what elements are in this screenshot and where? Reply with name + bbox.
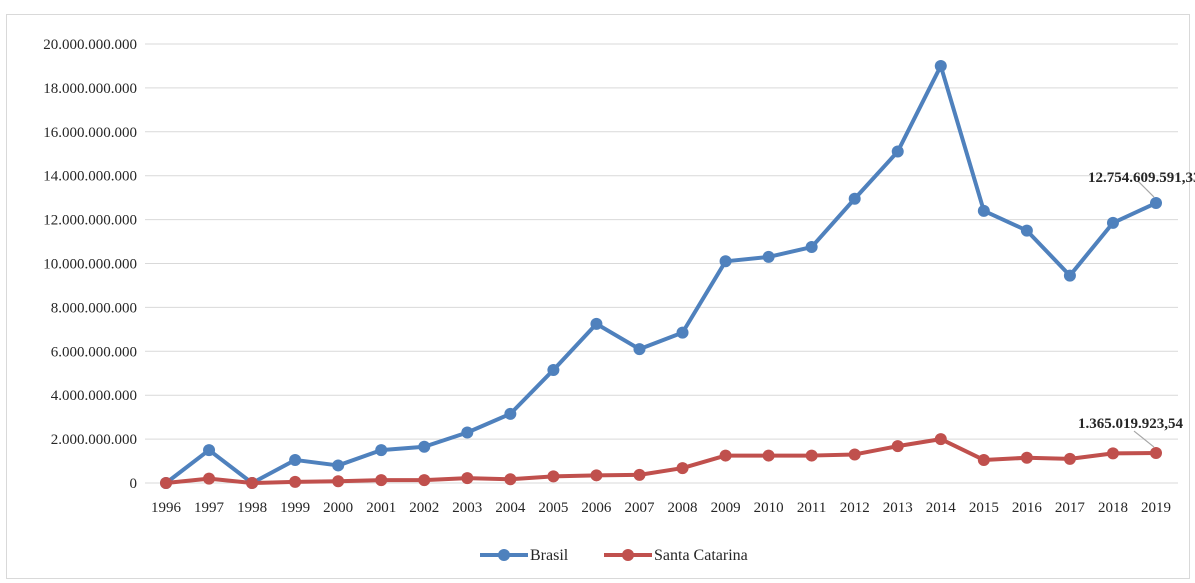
x-tick-label: 2019 <box>1141 500 1171 516</box>
y-tick-label: 0 <box>130 476 138 492</box>
x-tick-label: 2015 <box>969 500 999 516</box>
legend: Brasil Santa Catarina <box>480 547 748 564</box>
data-point <box>719 449 732 462</box>
y-tick-label: 20.000.000.000 <box>43 37 137 53</box>
x-axis-ticks: 1996 1997 1998 1999 2000 2001 2002 2003 2004 2005… <box>151 500 1171 516</box>
data-point <box>1150 197 1162 210</box>
x-tick-label: 1999 <box>280 500 310 516</box>
annotation-leader <box>1137 180 1155 198</box>
series-line-santa-catarina <box>165 437 1157 485</box>
x-tick-label: 2017 <box>1055 500 1086 516</box>
annotation-label: 12.754.609.591,33 <box>1088 170 1195 186</box>
data-point <box>676 326 689 339</box>
data-point <box>891 440 904 453</box>
data-point <box>375 444 388 457</box>
gridlines <box>145 43 1178 484</box>
legend-label: Brasil <box>530 547 569 564</box>
y-tick-label: 2.000.000.000 <box>51 432 137 448</box>
data-point <box>590 317 603 330</box>
x-tick-label: 2008 <box>668 500 698 516</box>
y-tick-label: 18.000.000.000 <box>43 81 137 97</box>
data-point <box>504 407 517 420</box>
data-point <box>805 241 818 254</box>
x-tick-label: 2013 <box>883 500 913 516</box>
y-tick-label: 12.000.000.000 <box>43 213 137 229</box>
data-point <box>418 440 431 453</box>
y-tick-label: 4.000.000.000 <box>51 388 137 404</box>
data-point <box>203 444 216 457</box>
annotations: 12.754.609.591,33 1.365.019.923,54 <box>1078 170 1195 448</box>
x-tick-label: 2000 <box>323 500 353 516</box>
x-tick-label: 2011 <box>797 500 826 516</box>
data-point <box>1150 447 1162 460</box>
chart-frame <box>6 14 1190 579</box>
data-point <box>547 470 560 483</box>
x-tick-label: 2001 <box>366 500 396 516</box>
x-tick-label: 2007 <box>624 500 655 516</box>
series-line-brasil <box>164 63 1157 485</box>
x-tick-label: 2005 <box>538 500 568 516</box>
data-point <box>719 255 732 268</box>
y-tick-label: 6.000.000.000 <box>51 344 137 360</box>
data-point <box>590 469 603 482</box>
legend-marker <box>498 549 510 561</box>
data-point <box>289 453 302 466</box>
annotation-label: 1.365.019.923,54 <box>1078 416 1184 432</box>
x-tick-label: 2014 <box>926 500 957 516</box>
data-point <box>461 472 474 485</box>
data-point <box>1063 452 1076 465</box>
data-point <box>1020 451 1033 464</box>
x-tick-label: 1998 <box>237 500 267 516</box>
data-point <box>160 477 172 489</box>
data-point <box>1020 224 1033 237</box>
data-point <box>1106 447 1119 460</box>
annotation-leader <box>1133 430 1155 448</box>
x-tick-label: 2002 <box>409 500 439 516</box>
data-point <box>934 433 947 446</box>
data-point <box>504 473 517 486</box>
x-tick-label: 1997 <box>194 500 225 516</box>
data-point <box>375 474 388 487</box>
data-point <box>547 363 560 376</box>
data-point <box>633 468 646 481</box>
x-tick-label: 2009 <box>711 500 741 516</box>
x-tick-label: 2006 <box>581 500 612 516</box>
x-tick-label: 2018 <box>1098 500 1128 516</box>
series-group <box>160 59 1162 489</box>
data-point <box>332 459 345 472</box>
data-point <box>762 250 775 263</box>
data-point <box>762 449 775 462</box>
data-point <box>977 453 990 466</box>
x-tick-label: 2004 <box>495 500 526 516</box>
data-point <box>848 448 861 461</box>
data-point <box>977 204 990 217</box>
data-point <box>1063 269 1076 282</box>
data-point <box>461 426 474 439</box>
data-point <box>1106 216 1119 229</box>
y-tick-label: 14.000.000.000 <box>43 169 137 185</box>
data-point <box>633 343 646 356</box>
y-tick-label: 16.000.000.000 <box>43 125 137 141</box>
data-point <box>676 462 689 475</box>
y-axis-ticks: 0 2.000.000.000 4.000.000.000 6.000.000.000… <box>43 37 137 492</box>
data-point <box>246 477 259 489</box>
x-tick-label: 2003 <box>452 500 482 516</box>
data-point <box>848 192 861 205</box>
x-tick-label: 2010 <box>754 500 784 516</box>
x-tick-label: 2012 <box>840 500 870 516</box>
legend-marker <box>622 549 634 561</box>
data-point <box>891 145 904 158</box>
x-tick-label: 2016 <box>1012 500 1043 516</box>
legend-label: Santa Catarina <box>654 547 748 564</box>
data-point <box>203 472 216 485</box>
y-tick-label: 10.000.000.000 <box>43 257 137 273</box>
data-point <box>289 475 302 488</box>
x-tick-label: 1996 <box>151 500 182 516</box>
data-point <box>934 59 947 72</box>
data-point <box>418 474 431 487</box>
data-point <box>332 475 345 488</box>
y-tick-label: 8.000.000.000 <box>51 300 137 316</box>
data-point <box>805 449 818 462</box>
